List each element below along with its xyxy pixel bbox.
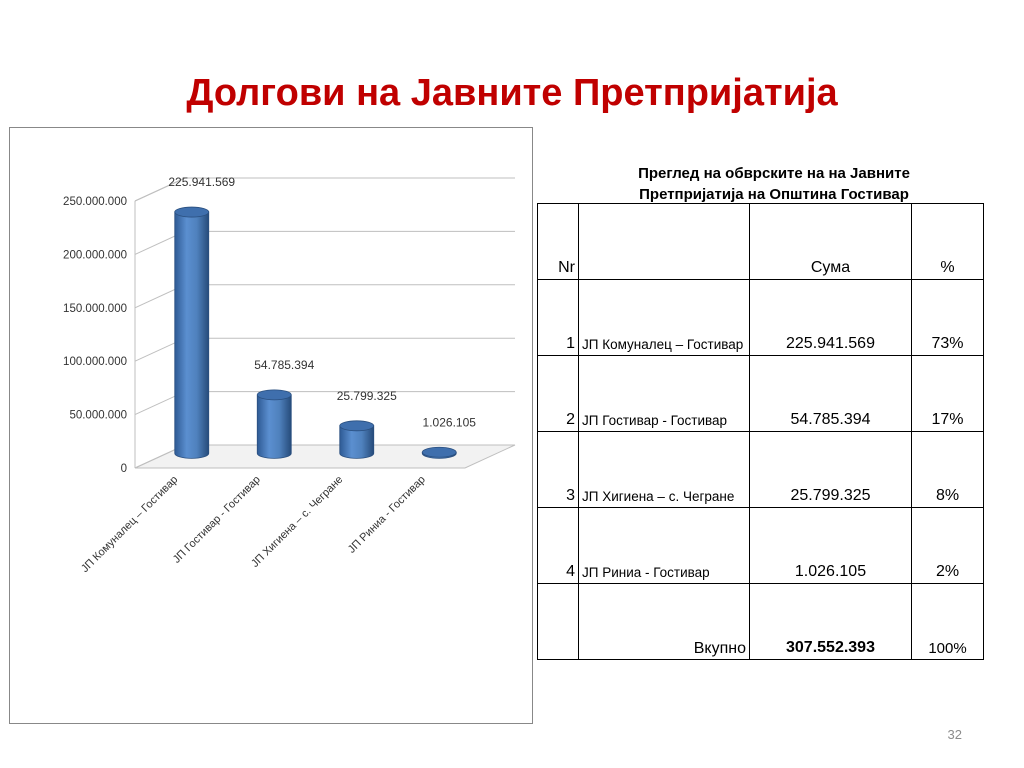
row-sum: 25.799.325 [749,431,912,508]
y-tick-label: 50.000.000 [69,410,127,422]
y-tick-label: 200.000.000 [63,249,127,261]
slide-title: Долгови на Јавните Претпријатија [186,72,838,114]
table-header-row: Nr Сума % [537,203,984,280]
y-tick-label: 150.000.000 [63,303,127,315]
header-name [578,203,750,280]
y-axis-top-edge [134,177,186,202]
bar-top [339,420,375,432]
x-tick-label: ЈП Риниа - Гостивар [346,474,428,556]
data-label: 54.785.394 [254,358,314,372]
debt-table: Nr Сума % 1 ЈП Комуналец – Гостивар 225.… [537,203,984,660]
table-caption-line-2: Претпријатија на Општина Гостивар [639,186,909,203]
row-nr: 2 [537,355,579,432]
bar-body [339,425,375,459]
row-sum: 54.785.394 [749,355,912,432]
row-name: ЈП Комуналец – Гостивар [578,279,750,356]
row-nr: 3 [537,431,579,508]
row-name: ЈП Риниа - Гостивар [578,507,750,584]
x-tick-label: ЈП Гостивар - Гостивар [171,474,263,566]
header-nr: Nr [537,203,579,280]
bar [174,206,210,459]
row-pct: 8% [911,431,984,508]
row-pct: 17% [911,355,984,432]
table-caption-line-1: Преглед на обврските на на Јавните [638,165,910,182]
bar-top [174,206,210,218]
row-pct: 73% [911,279,984,356]
data-label: 25.799.325 [337,389,397,403]
chart-frame: 0 50.000.000 100.000.000 150.000.000 200.000… [9,127,533,724]
bar-top [421,446,457,458]
table-row: 3 ЈП Хигиена – с. Чегране 25.799.325 8% [537,431,984,508]
data-label: 225.941.569 [168,175,235,189]
y-tick-label: 0 [121,463,127,475]
header-sum: Сума [749,203,912,280]
table-caption: Преглед на обврските на на Јавните Претп… [540,163,1008,205]
bar-chart: 0 50.000.000 100.000.000 150.000.000 200.000… [63,175,516,575]
row-pct: 2% [911,507,984,584]
bar [256,389,292,459]
header-pct: % [911,203,984,280]
total-pct: 100% [911,583,984,660]
table-total-row: Вкупно 307.552.393 100% [537,583,984,660]
row-name: ЈП Гостивар - Гостивар [578,355,750,432]
bar-body [256,394,292,459]
chart-back-wall [185,178,515,445]
row-name: ЈП Хигиена – с. Чегране [578,431,750,508]
y-tick-label: 100.000.000 [63,356,127,368]
bar-top [256,389,292,401]
table-row: 4 ЈП Риниа - Гостивар 1.026.105 2% [537,507,984,584]
page-number: 32 [947,727,962,742]
x-tick-label: ЈП Хигиена – с. Чегране [249,474,345,570]
row-sum: 1.026.105 [749,507,912,584]
total-label: Вкупно [578,583,750,660]
y-tick-label: 250.000.000 [63,196,127,208]
bar [339,420,375,459]
table-row: 2 ЈП Гостивар - Гостивар 54.785.394 17% [537,355,984,432]
total-sum: 307.552.393 [749,583,912,660]
bar [421,446,457,459]
x-tick-label: ЈП Комуналец – Гостивар [79,474,180,575]
bar-body [174,211,210,459]
row-nr: 4 [537,507,579,584]
row-nr: 1 [537,279,579,356]
row-sum: 225.941.569 [749,279,912,356]
table-row: 1 ЈП Комуналец – Гостивар 225.941.569 73… [537,279,984,356]
total-nr [537,583,579,660]
data-label: 1.026.105 [423,415,477,429]
